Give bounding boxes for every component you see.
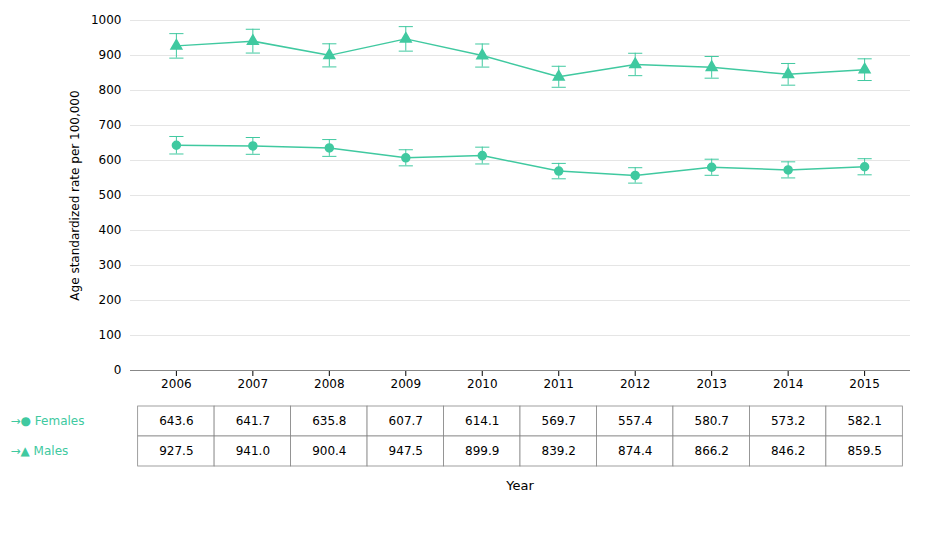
svg-text:→● Females: →● Females — [11, 414, 85, 428]
svg-text:500: 500 — [99, 188, 122, 202]
svg-text:899.9: 899.9 — [465, 444, 499, 458]
svg-text:607.7: 607.7 — [389, 414, 423, 428]
svg-text:2011: 2011 — [543, 377, 574, 391]
svg-text:614.1: 614.1 — [465, 414, 499, 428]
svg-text:100: 100 — [99, 328, 122, 342]
svg-text:2014: 2014 — [773, 377, 804, 391]
svg-text:0: 0 — [114, 363, 122, 377]
svg-text:400: 400 — [99, 223, 122, 237]
svg-text:600: 600 — [99, 153, 122, 167]
svg-text:2012: 2012 — [620, 377, 651, 391]
svg-text:643.6: 643.6 — [159, 414, 193, 428]
svg-text:557.4: 557.4 — [618, 414, 652, 428]
svg-text:866.2: 866.2 — [694, 444, 728, 458]
svg-text:2010: 2010 — [467, 377, 498, 391]
svg-text:569.7: 569.7 — [542, 414, 576, 428]
svg-text:2015: 2015 — [849, 377, 880, 391]
html-text:Year: Year — [506, 478, 534, 493]
svg-text:800: 800 — [99, 83, 122, 97]
svg-text:874.4: 874.4 — [618, 444, 652, 458]
svg-text:900.4: 900.4 — [312, 444, 346, 458]
svg-text:300: 300 — [99, 258, 122, 272]
svg-text:839.2: 839.2 — [542, 444, 576, 458]
svg-text:900: 900 — [99, 48, 122, 62]
svg-text:941.0: 941.0 — [236, 444, 270, 458]
svg-text:2013: 2013 — [696, 377, 727, 391]
svg-text:947.5: 947.5 — [389, 444, 423, 458]
svg-text:1000: 1000 — [91, 13, 122, 27]
svg-text:2007: 2007 — [238, 377, 269, 391]
svg-text:573.2: 573.2 — [771, 414, 805, 428]
svg-text:641.7: 641.7 — [236, 414, 270, 428]
svg-text:2006: 2006 — [161, 377, 192, 391]
svg-text:580.7: 580.7 — [694, 414, 728, 428]
svg-text:859.5: 859.5 — [847, 444, 881, 458]
svg-text:582.1: 582.1 — [847, 414, 881, 428]
svg-text:2008: 2008 — [314, 377, 345, 391]
svg-text:2009: 2009 — [391, 377, 422, 391]
svg-text:846.2: 846.2 — [771, 444, 805, 458]
svg-text:927.5: 927.5 — [159, 444, 193, 458]
svg-text:Age standardized rate per 100,: Age standardized rate per 100,000 — [68, 90, 82, 300]
svg-text:635.8: 635.8 — [312, 414, 346, 428]
svg-text:700: 700 — [99, 118, 122, 132]
svg-text:→▲ Males: →▲ Males — [11, 444, 69, 458]
svg-text:200: 200 — [99, 293, 122, 307]
